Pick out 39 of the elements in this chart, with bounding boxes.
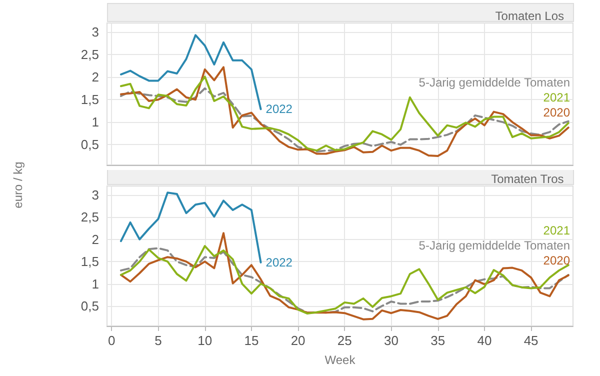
x-tick-label: 30 bbox=[384, 333, 398, 348]
x-tick-label: 45 bbox=[524, 333, 538, 348]
x-tick-label: 35 bbox=[430, 333, 446, 348]
line-series bbox=[120, 192, 262, 264]
y-tick-label: 1,5 bbox=[80, 92, 99, 108]
x-axis-title: Week bbox=[324, 353, 356, 367]
y-tick-label: 1 bbox=[92, 276, 99, 292]
chart-title: Tomaten Tros bbox=[491, 172, 564, 186]
y-tick-label: 3 bbox=[92, 187, 99, 202]
text: 5-Jarig gemiddelde Tomaten bbox=[418, 76, 570, 90]
y-axis-title: euro / kg bbox=[11, 162, 25, 208]
y-tick-label: 2 bbox=[92, 232, 99, 247]
y-tick-label: 3 bbox=[92, 24, 99, 40]
y-tick-label: 2 bbox=[92, 70, 99, 85]
y-tick-label: 0,5 bbox=[80, 298, 99, 314]
series-label: 5-Jarig gemiddelde Tomaten bbox=[418, 238, 570, 252]
y-tick-label: 1,5 bbox=[80, 254, 99, 270]
series-label: 2020 bbox=[543, 106, 570, 120]
x-tick-label: 20 bbox=[290, 333, 306, 348]
chart-title: Tomaten Los bbox=[495, 9, 564, 23]
x-tick-label: 5 bbox=[154, 333, 162, 348]
series-label: 2021 bbox=[543, 90, 570, 105]
series-label: 2022 bbox=[266, 255, 293, 270]
x-tick-label: 15 bbox=[244, 333, 259, 348]
line-series bbox=[120, 87, 570, 152]
y-tick-label: 2,5 bbox=[80, 47, 99, 62]
series-label: 2022 bbox=[266, 102, 293, 116]
x-tick-label: 10 bbox=[198, 333, 212, 348]
x-tick-label: 25 bbox=[337, 333, 352, 348]
series-label: 2020 bbox=[543, 253, 570, 268]
y-tick-label: 0,5 bbox=[80, 137, 99, 152]
y-tick-label: 2,5 bbox=[80, 210, 99, 225]
y-tick-label: 1 bbox=[92, 114, 99, 130]
text: 2021 bbox=[543, 223, 570, 238]
x-tick-label: 40 bbox=[477, 333, 492, 348]
line-series bbox=[120, 66, 570, 157]
x-tick-label: 0 bbox=[108, 333, 116, 348]
line-series bbox=[120, 34, 262, 110]
line-series bbox=[120, 76, 570, 152]
